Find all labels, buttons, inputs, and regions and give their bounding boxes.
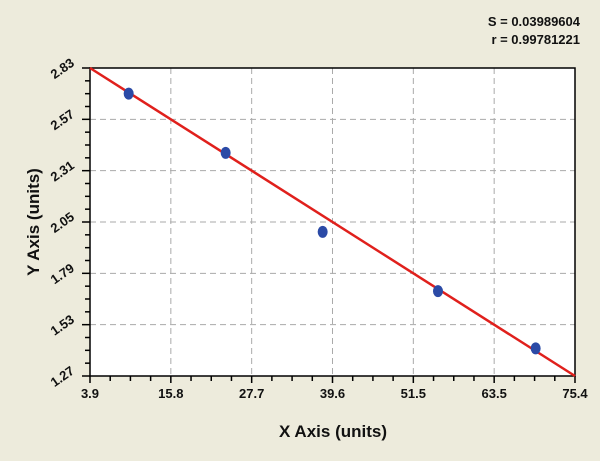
data-point (220, 146, 231, 159)
x-tick-label: 75.4 (562, 386, 588, 401)
y-tick-label: 1.79 (48, 260, 77, 287)
x-tick-label: 3.9 (81, 386, 99, 401)
x-tick-label: 51.5 (401, 386, 426, 401)
y-tick-label: 2.05 (48, 209, 77, 236)
x-tick-label: 39.6 (320, 386, 345, 401)
y-tick-label: 2.31 (48, 158, 77, 185)
y-tick-label: 2.83 (48, 55, 77, 82)
x-tick-label: 15.8 (158, 386, 183, 401)
r-value: r = 0.99781221 (491, 32, 580, 47)
x-axis-label: X Axis (units) (279, 422, 387, 441)
x-tick-label: 27.7 (239, 386, 264, 401)
data-point (530, 342, 541, 355)
regression-stats: S = 0.03989604 r = 0.99781221 (488, 13, 580, 49)
s-value: S = 0.03989604 (487, 14, 580, 29)
x-tick-label: 63.5 (482, 386, 507, 401)
data-point (432, 285, 443, 298)
data-point (123, 87, 134, 100)
y-axis-label: Y Axis (units) (24, 168, 43, 276)
y-tick-label: 2.57 (48, 106, 77, 133)
data-point (317, 225, 328, 238)
y-tick-label: 1.53 (48, 312, 77, 339)
regression-line (89, 66, 576, 378)
y-tick-label: 1.27 (48, 363, 77, 390)
